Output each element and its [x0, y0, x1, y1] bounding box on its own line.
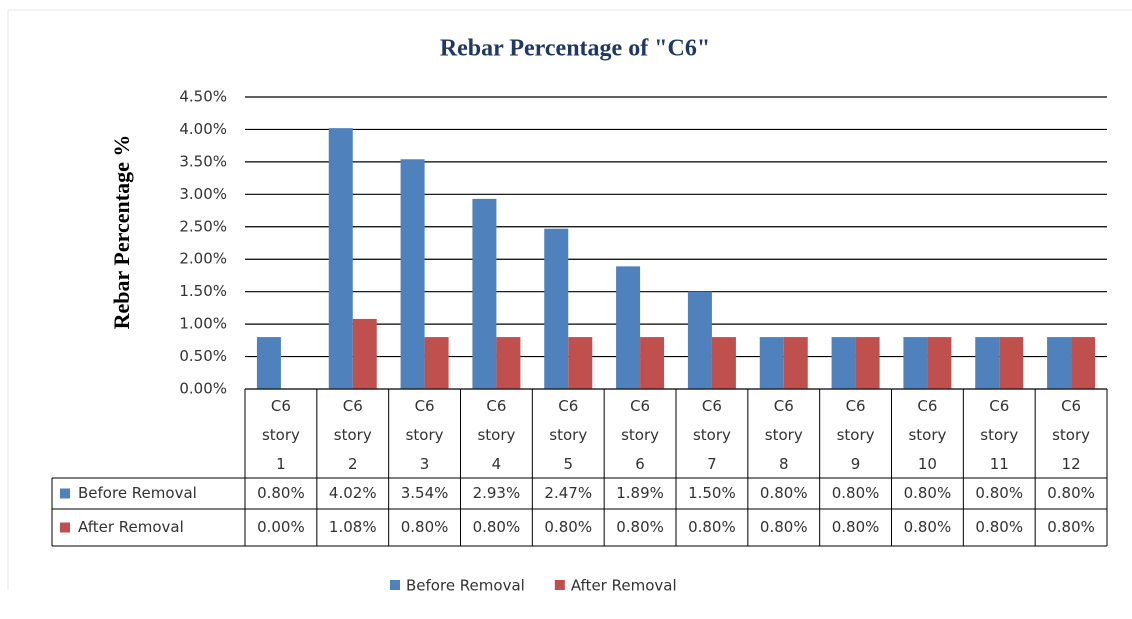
y-tick-label: 4.50% [179, 88, 227, 106]
data-label: 0.00% [257, 518, 305, 536]
y-tick-label: 2.50% [179, 217, 227, 235]
legend-key [60, 522, 70, 533]
y-tick-label: 3.50% [179, 152, 227, 170]
data-label: 0.80% [760, 518, 808, 536]
x-tick-label: C6 story 12 [1052, 397, 1090, 473]
data-label: 2.93% [473, 484, 521, 502]
bar [352, 318, 377, 389]
x-tick-label: C6 story 5 [549, 397, 587, 473]
table-row-header: After Removal [78, 518, 184, 536]
data-label: 1.89% [616, 484, 664, 502]
data-label: 0.80% [832, 518, 880, 536]
bar [759, 337, 784, 389]
bar [1071, 337, 1096, 389]
legend-label: After Removal [571, 577, 677, 595]
x-tick-label: C6 story 1 [262, 397, 300, 473]
x-tick-label: C6 story 11 [980, 397, 1018, 473]
data-label: 0.80% [904, 518, 952, 536]
data-label: 0.80% [1047, 484, 1095, 502]
y-tick-label: 1.00% [179, 315, 227, 333]
bar [496, 337, 521, 389]
bar [831, 337, 856, 389]
x-tick-label: C6 story 9 [837, 397, 875, 473]
data-label: 1.08% [329, 518, 377, 536]
bar [687, 291, 712, 389]
bar [424, 337, 449, 389]
y-tick-label: 1.50% [179, 282, 227, 300]
bar [999, 337, 1024, 389]
data-label: 0.80% [975, 484, 1023, 502]
data-label: 2.47% [544, 484, 592, 502]
bar [568, 337, 593, 389]
y-tick-label: 3.00% [179, 185, 227, 203]
bar [544, 228, 569, 389]
bar [400, 159, 425, 389]
y-tick-label: 0.50% [179, 347, 227, 365]
bar [472, 198, 497, 389]
bar [711, 337, 736, 389]
data-label: 0.80% [616, 518, 664, 536]
y-tick-label: 2.00% [179, 250, 227, 268]
y-axis-label: Rebar Percentage % [109, 135, 134, 330]
data-label: 0.80% [975, 518, 1023, 536]
data-label: 4.02% [329, 484, 377, 502]
data-label: 0.80% [832, 484, 880, 502]
legend-key [60, 488, 70, 499]
x-tick-label: C6 story 7 [693, 397, 731, 473]
data-label: 0.80% [401, 518, 449, 536]
y-tick-label: 0.00% [179, 380, 227, 398]
data-label: 1.50% [688, 484, 736, 502]
x-tick-label: C6 story 4 [477, 397, 515, 473]
bar [328, 128, 353, 389]
bar [783, 337, 808, 389]
data-label: 0.80% [473, 518, 521, 536]
x-tick-label: C6 story 8 [765, 397, 803, 473]
table-row-header: Before Removal [78, 484, 197, 502]
x-tick-label: C6 story 3 [406, 397, 444, 473]
bar [927, 337, 952, 389]
x-tick-label: C6 story 2 [334, 397, 372, 473]
data-label: 0.80% [544, 518, 592, 536]
bar [1047, 337, 1072, 389]
data-label: 0.80% [1047, 518, 1095, 536]
bar [256, 337, 281, 389]
data-label: 0.80% [760, 484, 808, 502]
x-tick-label: C6 story 6 [621, 397, 659, 473]
legend-key [390, 580, 400, 590]
bar [903, 337, 928, 389]
chart-title: Rebar Percentage of "C6" [440, 36, 710, 62]
y-tick-label: 4.00% [179, 120, 227, 138]
bar [855, 337, 880, 389]
bar [616, 266, 641, 389]
legend-label: Before Removal [406, 577, 525, 595]
x-tick-label: C6 story 10 [908, 397, 946, 473]
legend-key [554, 580, 565, 590]
data-label: 3.54% [401, 484, 449, 502]
bar [975, 337, 1000, 389]
data-label: 0.80% [257, 484, 305, 502]
bar [640, 337, 665, 389]
data-label: 0.80% [688, 518, 736, 536]
data-label: 0.80% [904, 484, 952, 502]
